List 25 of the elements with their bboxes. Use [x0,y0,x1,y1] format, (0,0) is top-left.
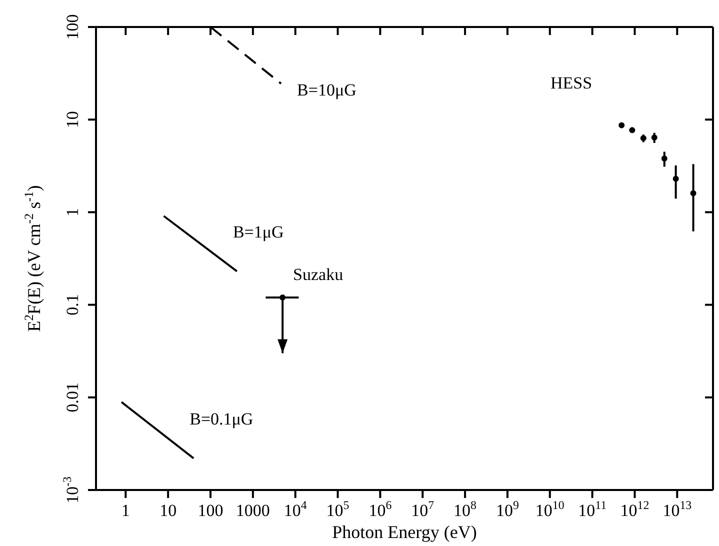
x-tick-label: 10$^{7}$ [411,498,434,520]
series-label: B=1μG [232,222,284,242]
x-tick-label: 10$^{11}$ [578,498,607,520]
x-axis-title: Photon Energy (eV) [332,522,477,542]
x-tick-label: 10$^{6}$ [368,498,392,520]
y-tick-label: 100 [63,14,82,40]
y-tick-label: 0.1 [63,294,82,316]
series-label: Suzaku [293,264,344,284]
series-label: B=10μG [297,80,356,100]
x-tick-label: 10$^{9}$ [496,498,519,520]
x-tick-label: 10$^{8}$ [454,498,477,520]
text: HESS [550,74,592,93]
y-tick-label: 10 [63,111,82,128]
x-tick-label: 10$^{5}$ [326,498,350,520]
x-tick-label: 10$^{4}$ [284,498,307,520]
x-tick-label: 1 [121,501,130,520]
y-tick-label: 0.01 [63,382,82,412]
x-tick-label: 10$^{13}$ [662,498,692,520]
x-tick-label: 10 [160,501,177,520]
x-tick-label: 100 [198,501,224,520]
x-tick-label: 1000 [236,501,270,520]
x-tick-label: 10$^{12}$ [620,498,650,520]
y-tick-label: 1 [63,208,82,216]
series-label: B=0.1μG [190,409,254,428]
x-tick-label: 10$^{10}$ [535,498,564,520]
